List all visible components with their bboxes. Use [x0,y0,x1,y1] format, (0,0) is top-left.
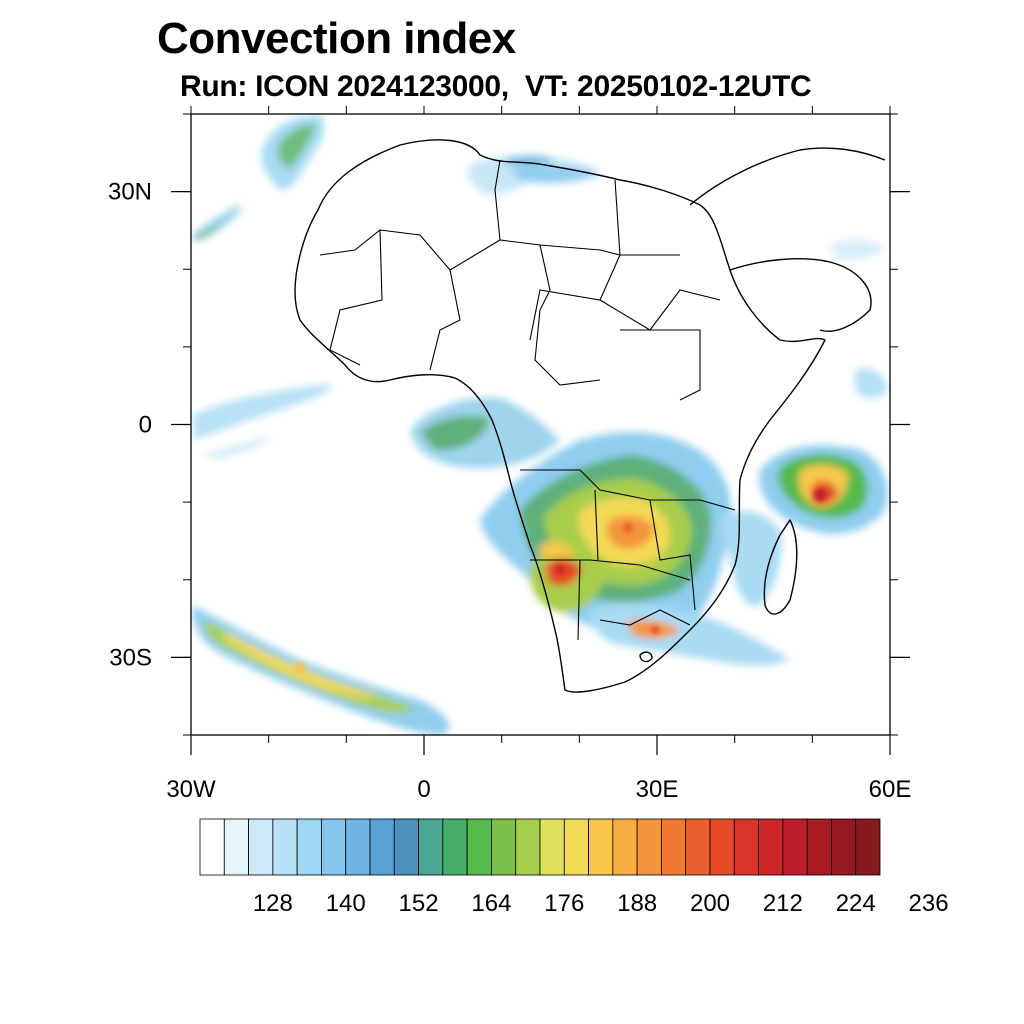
colorbar-swatch [393,818,419,876]
lat-tick-label: 30S [109,644,152,671]
colorbar-swatch [223,818,249,876]
country-borders [319,159,736,641]
lon-tick-label: 30E [636,776,679,803]
colorbar-swatch [515,818,541,876]
colorbar-swatch [563,818,589,876]
colorbar-swatch [612,818,638,876]
colorbar-swatch [321,818,347,876]
colorbar-label: 200 [690,890,730,917]
chart-title: Convection index [157,14,516,63]
colorbar: 128 140 152 164 176 188 200 212 224 236 [199,818,949,917]
colorbar-swatch [539,818,565,876]
colorbar-swatch [855,818,881,876]
colorbar-label: 128 [253,890,293,917]
colorbar-swatch [588,818,614,876]
colorbar-label: 140 [326,890,366,917]
colorbar-swatch [369,818,395,876]
colorbar-label: 224 [836,890,876,917]
colorbar-swatch [806,818,832,876]
colorbar-label: 176 [544,890,584,917]
colorbar-swatch [272,818,298,876]
colorbar-swatch [491,818,517,876]
colorbar-swatch [199,818,225,876]
colorbar-swatch [661,818,687,876]
colorbar-swatch [685,818,711,876]
colorbar-label: 236 [909,890,949,917]
colorbar-swatch [758,818,784,876]
axis-ticks: 30W 0 30E 60E 30N 0 30S [108,106,911,803]
lat-tick-label: 0 [139,412,152,439]
colorbar-swatch [831,818,857,876]
colorbar-swatch [418,818,444,876]
colorbar-swatch [733,818,759,876]
colorbar-swatch [442,818,468,876]
lon-tick-label: 30W [166,776,216,803]
colorbar-swatch [782,818,808,876]
colorbar-swatch [345,818,371,876]
convection-field [192,115,888,735]
colorbar-label: 188 [617,890,657,917]
colorbar-label: 152 [399,890,439,917]
colorbar-label: 212 [763,890,803,917]
colorbar-swatch [466,818,492,876]
colorbar-label: 164 [471,890,511,917]
lon-tick-label: 60E [869,776,912,803]
colorbar-swatch [636,818,662,876]
colorbar-swatch [709,818,735,876]
colorbar-swatch [248,818,274,876]
coastlines [294,139,886,693]
chart-subtitle: Run: ICON 2024123000, VT: 20250102-12UTC [180,70,812,103]
lat-tick-label: 30N [108,179,152,206]
lon-tick-label: 0 [417,776,430,803]
colorbar-swatch [296,818,322,876]
